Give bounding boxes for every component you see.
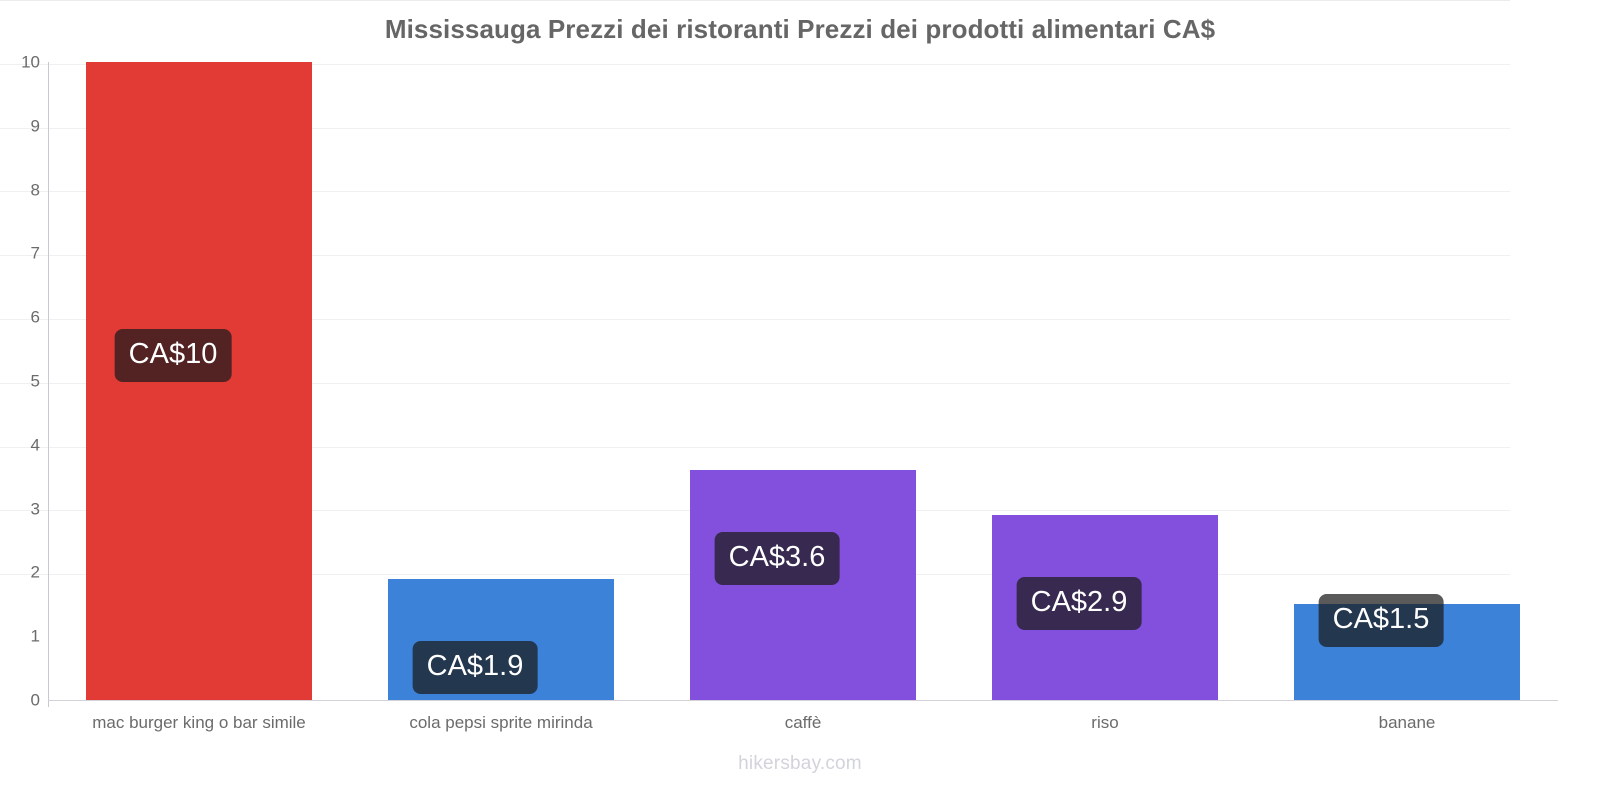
footer-credit: hikersbay.com: [738, 753, 862, 774]
bar-value-label: CA$10: [114, 329, 232, 382]
y-axis-tick-label: 6: [30, 307, 40, 327]
y-axis-tick-label: 2: [30, 562, 40, 582]
gridline: [0, 191, 1510, 193]
gridline: [0, 63, 1510, 65]
y-axis-tick-label: 1: [30, 626, 40, 646]
gridline: [0, 0, 1510, 1]
x-axis-line: [48, 700, 1558, 701]
y-axis-tick-label: 7: [30, 243, 40, 263]
gridline: [0, 255, 1510, 257]
x-axis-tick-label: mac burger king o bar simile: [92, 713, 306, 732]
y-axis-tick-label: 5: [30, 371, 40, 391]
gridline: [0, 382, 1510, 384]
x-axis-tick-label: caffè: [784, 713, 822, 732]
y-axis-tick-labels: 0 1 2 3 4 5 6 7 8 9 10: [0, 54, 40, 709]
y-axis-tick-label: 0: [30, 690, 40, 710]
bar-value-label: CA$2.9: [1016, 576, 1142, 630]
gridline: [0, 127, 1510, 129]
bar-value-label: CA$1.5: [1318, 594, 1444, 648]
x-axis-tick-label: riso: [1091, 713, 1119, 732]
bar-value-label: CA$3.6: [714, 532, 840, 586]
y-axis-tick-label: 8: [30, 180, 40, 200]
y-axis-line: [48, 62, 49, 707]
page-title: Mississauga Prezzi dei ristoranti Prezzi…: [384, 14, 1216, 44]
y-axis-tick-label: 9: [30, 116, 40, 136]
gridline: [0, 446, 1510, 448]
x-axis-tick-label: cola pepsi sprite mirinda: [409, 713, 593, 732]
x-axis-tick-label: banane: [1378, 713, 1436, 732]
bar-value-label: CA$1.9: [412, 640, 538, 694]
y-axis-tick-label: 4: [30, 435, 40, 455]
y-axis-tick-label: 3: [30, 499, 40, 519]
y-axis-tick-label: 10: [21, 52, 40, 72]
gridline: [0, 319, 1510, 320]
